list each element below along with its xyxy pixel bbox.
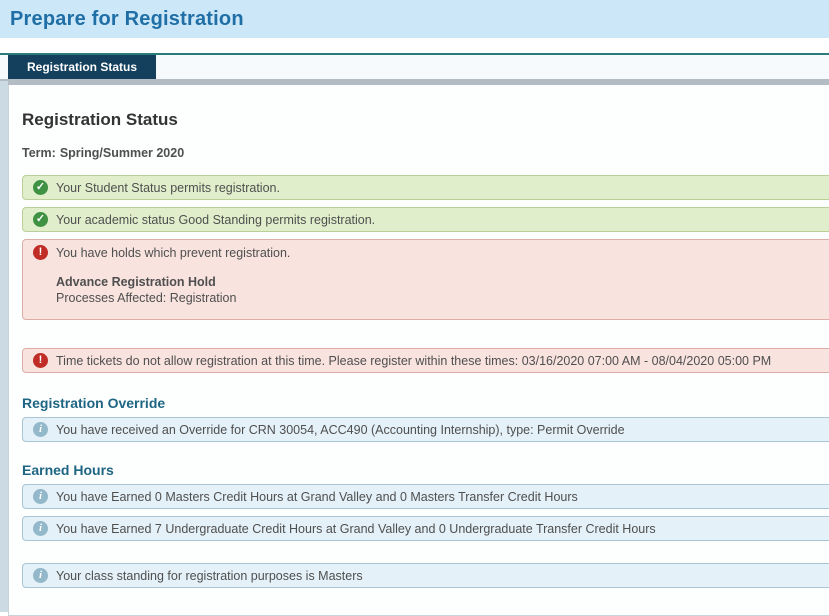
term-label: Term: <box>22 146 56 160</box>
term-value: Spring/Summer 2020 <box>60 146 184 160</box>
registration-status-heading: Registration Status <box>22 110 829 130</box>
tab-bar: Registration Status <box>0 53 829 79</box>
tab-registration-status-label: Registration Status <box>27 60 137 74</box>
alert-holds: ! You have holds which prevent registrat… <box>22 239 829 320</box>
alert-override-text: You have received an Override for CRN 30… <box>56 423 625 437</box>
page-header: Prepare for Registration <box>0 0 829 38</box>
alert-override: i You have received an Override for CRN … <box>22 417 829 442</box>
alert-earned-masters-text: You have Earned 0 Masters Credit Hours a… <box>56 490 578 504</box>
alert-time-tickets: ! Time tickets do not allow registration… <box>22 348 829 373</box>
alert-student-status: ✓ Your Student Status permits registrati… <box>22 175 829 200</box>
info-circle-icon: i <box>33 489 48 504</box>
alert-time-tickets-text: Time tickets do not allow registration a… <box>56 354 771 368</box>
alert-earned-masters: i You have Earned 0 Masters Credit Hours… <box>22 484 829 509</box>
page-title: Prepare for Registration <box>10 8 244 31</box>
alert-academic-status-text: Your academic status Good Standing permi… <box>56 213 375 227</box>
hold-detail: Advance Registration Hold Processes Affe… <box>56 275 829 306</box>
left-gutter <box>0 81 8 612</box>
alert-class-standing: i Your class standing for registration p… <box>22 563 829 588</box>
alert-holds-line: ! You have holds which prevent registrat… <box>33 244 829 261</box>
info-circle-icon: i <box>33 422 48 437</box>
check-circle-icon: ✓ <box>33 212 48 227</box>
hold-name: Advance Registration Hold <box>56 275 829 291</box>
alert-earned-undergraduate-text: You have Earned 7 Undergraduate Credit H… <box>56 522 656 536</box>
alert-academic-status: ✓ Your academic status Good Standing per… <box>22 207 829 232</box>
tab-registration-status[interactable]: Registration Status <box>8 55 156 79</box>
registration-status-panel: Registration Status Term: Spring/Summer 2… <box>8 85 829 616</box>
check-circle-icon: ✓ <box>33 180 48 195</box>
info-circle-icon: i <box>33 568 48 583</box>
info-circle-icon: i <box>33 521 48 536</box>
term-line: Term: Spring/Summer 2020 <box>22 146 829 160</box>
registration-override-heading: Registration Override <box>22 395 829 411</box>
alert-class-standing-text: Your class standing for registration pur… <box>56 569 363 583</box>
exclamation-circle-icon: ! <box>33 353 48 368</box>
hold-processes: Processes Affected: Registration <box>56 291 829 307</box>
alert-earned-undergraduate: i You have Earned 7 Undergraduate Credit… <box>22 516 829 541</box>
alert-holds-text: You have holds which prevent registratio… <box>56 246 290 260</box>
earned-hours-heading: Earned Hours <box>22 462 829 478</box>
alert-student-status-text: Your Student Status permits registration… <box>56 181 280 195</box>
exclamation-circle-icon: ! <box>33 245 48 260</box>
